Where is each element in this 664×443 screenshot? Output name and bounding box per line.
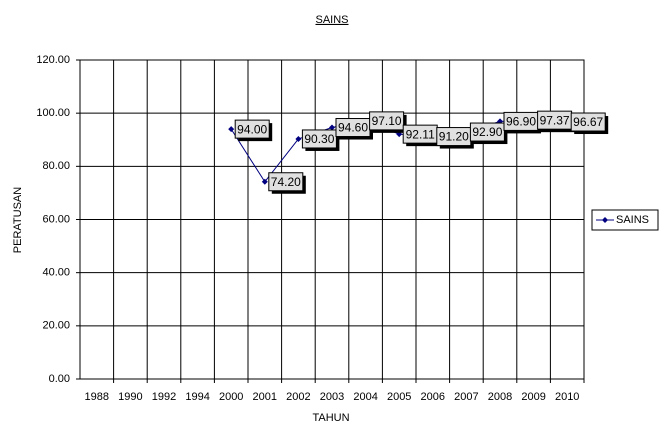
y-tick-label: 100.00 bbox=[36, 107, 70, 119]
x-tick-label: 1992 bbox=[152, 391, 176, 403]
y-axis-title: PERATUSAN bbox=[12, 187, 24, 253]
value-label: 92.90 bbox=[472, 125, 502, 139]
value-label-box: 96.90 bbox=[503, 111, 541, 134]
value-label-box: 91.20 bbox=[436, 127, 474, 149]
x-tick-label: 2006 bbox=[421, 391, 445, 403]
x-tick-label: 1988 bbox=[85, 391, 109, 403]
value-label: 97.10 bbox=[372, 114, 402, 128]
label-bg bbox=[570, 112, 606, 132]
x-tick-label: 2010 bbox=[555, 391, 579, 403]
legend-marker bbox=[602, 217, 608, 223]
value-label: 94.00 bbox=[237, 122, 267, 136]
y-tick-label: 40.00 bbox=[42, 267, 70, 279]
value-label-box: 96.67 bbox=[570, 112, 609, 135]
point bbox=[295, 135, 302, 142]
x-tick-label: 1990 bbox=[118, 391, 142, 403]
value-label-box: 92.11 bbox=[402, 124, 441, 147]
label-bg bbox=[369, 111, 405, 131]
x-tick-label: 2002 bbox=[286, 391, 310, 403]
x-tick-label: 2007 bbox=[454, 391, 478, 403]
value-label-box: 94.00 bbox=[234, 119, 273, 142]
y-tick-label: 80.00 bbox=[42, 160, 70, 172]
value-label: 94.60 bbox=[338, 121, 368, 135]
chart-title: SAINS bbox=[315, 14, 348, 26]
value-label: 74.20 bbox=[271, 175, 301, 189]
x-tick-label: 2000 bbox=[219, 391, 243, 403]
label-bg bbox=[268, 172, 304, 192]
x-tick-label: 2001 bbox=[253, 391, 277, 403]
value-label: 92.11 bbox=[406, 127, 435, 141]
value-label: 91.20 bbox=[439, 130, 469, 144]
point bbox=[261, 178, 268, 185]
legend-box bbox=[591, 209, 659, 231]
label-bg bbox=[469, 122, 505, 142]
value-label: 90.30 bbox=[304, 132, 334, 146]
x-tick-label: 2009 bbox=[521, 391, 545, 403]
value-label-box: 97.37 bbox=[537, 110, 575, 133]
point bbox=[329, 124, 335, 131]
y-tick-label: 120.00 bbox=[36, 54, 70, 66]
value-label: 96.67 bbox=[573, 115, 603, 129]
point bbox=[228, 126, 235, 133]
value-label-box: 74.20 bbox=[268, 172, 306, 194]
value-label: 97.37 bbox=[540, 113, 570, 127]
x-axis-title: TAHUN bbox=[312, 412, 349, 424]
value-label: 96.90 bbox=[506, 115, 536, 129]
value-label-box: 94.60 bbox=[335, 118, 373, 140]
x-tick-label: 2008 bbox=[488, 391, 512, 403]
y-tick-label: 20.00 bbox=[42, 320, 70, 332]
plot-frame bbox=[79, 59, 585, 380]
y-tick-label: 0.00 bbox=[49, 373, 70, 385]
value-label-box: 90.30 bbox=[301, 129, 340, 151]
label-bg bbox=[234, 119, 270, 139]
x-tick-label: 1994 bbox=[185, 391, 209, 403]
x-tick-label: 2004 bbox=[353, 391, 377, 403]
legend-label: SAINS bbox=[616, 214, 649, 226]
x-tick-label: 2003 bbox=[320, 391, 344, 403]
x-tick-label: 2005 bbox=[387, 391, 411, 403]
value-label-box: 97.10 bbox=[369, 111, 407, 133]
label-bg bbox=[301, 129, 337, 149]
value-label-box: 92.90 bbox=[469, 122, 508, 145]
y-tick-label: 60.00 bbox=[42, 213, 70, 225]
